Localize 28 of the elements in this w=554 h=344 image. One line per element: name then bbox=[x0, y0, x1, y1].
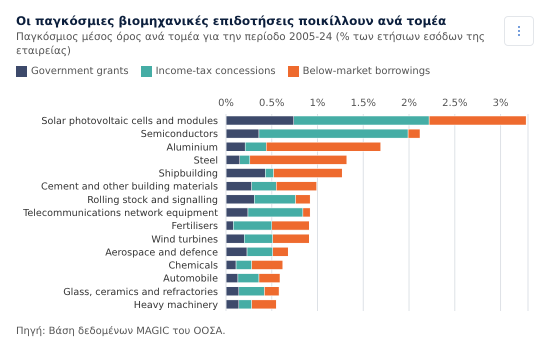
chart-title: Οι παγκόσμιες βιομηχανικές επιδοτήσεις ποικίλλουν ανά τομέα bbox=[16, 14, 448, 28]
y-tick-label: Rolling stock and signalling bbox=[87, 194, 218, 206]
y-tick-label: Steel bbox=[194, 155, 218, 166]
text: Πηγή: Βάση δεδομένων MAGIC του ΟΟΣΑ. bbox=[16, 326, 226, 337]
y-tick-label: Telecommunications network equipment bbox=[22, 208, 218, 219]
x-tick-label: 1% bbox=[310, 98, 326, 109]
y-tick-label: Glass, ceramics and refractories bbox=[63, 286, 218, 298]
y-tick-label: Solar photovoltaic cells and modules bbox=[41, 116, 218, 128]
x-tick-label: 0% bbox=[218, 98, 234, 109]
x-tick-label: 1.5% bbox=[350, 98, 376, 109]
x-tick-label: 3% bbox=[492, 98, 508, 109]
x-tick-label: 2.5% bbox=[442, 98, 468, 109]
y-tick-label: Cement and other building materials bbox=[41, 182, 218, 193]
legend-label: Government grants bbox=[31, 66, 129, 77]
y-tick-label: Automobile bbox=[163, 274, 218, 285]
x-tick-label: 2% bbox=[401, 98, 417, 109]
y-tick-label: Fertilisers bbox=[172, 221, 218, 232]
chart-subtitle: Παγκόσμιος μέσος όρος ανά τομέα για την περίοδο 2005-24 (% των ετήσιων εσόδων της εταιρείας) bbox=[16, 30, 486, 58]
legend-label: Below-market borrowings bbox=[302, 66, 430, 77]
x-tick-label: 0.5% bbox=[259, 98, 284, 109]
y-tick-label: Aerospace and defence bbox=[105, 247, 218, 258]
legend-label: Income-tax concessions bbox=[156, 66, 276, 77]
y-tick-label: Heavy machinery bbox=[134, 300, 218, 311]
y-tick-label: Semiconductors bbox=[140, 129, 218, 140]
y-tick-label: Aluminium bbox=[166, 142, 218, 154]
y-tick-label: Shipbuilding bbox=[158, 168, 218, 180]
y-tick-label: Chemicals bbox=[168, 260, 218, 272]
y-tick-label: Wind turbines bbox=[151, 234, 218, 246]
